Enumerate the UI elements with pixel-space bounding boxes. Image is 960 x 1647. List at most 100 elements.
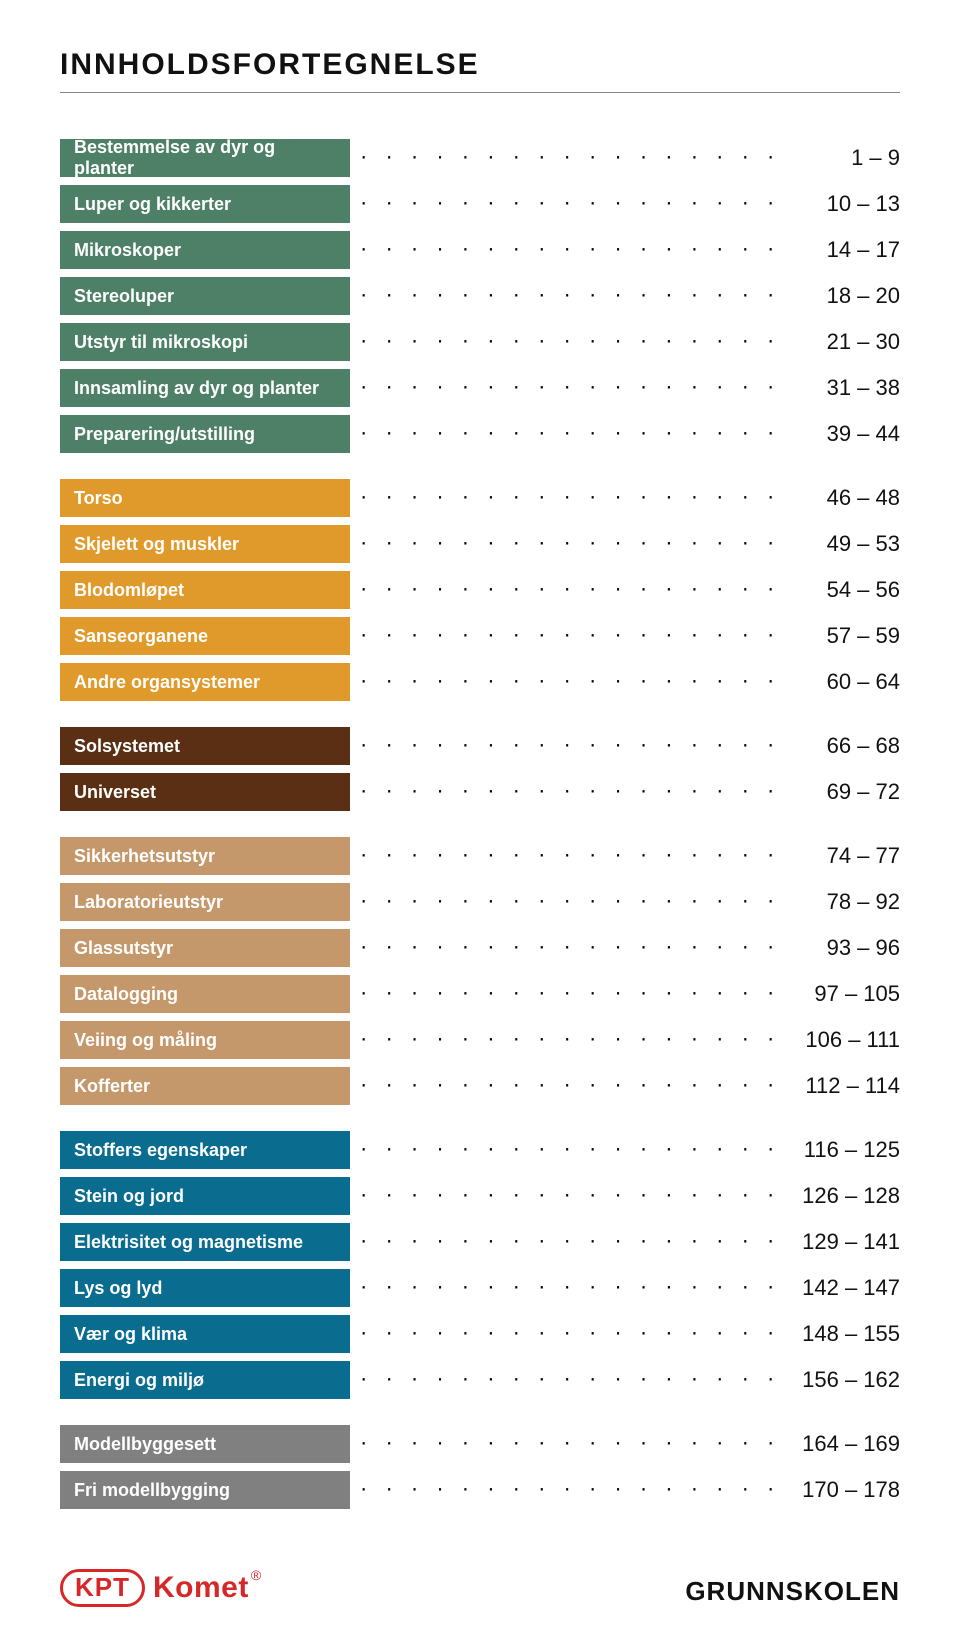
- toc-row: Sikkerhetsutstyr 74 – 77: [60, 837, 900, 875]
- leader-dots: [360, 1131, 780, 1169]
- leader-dots: [360, 277, 780, 315]
- group-gap: [60, 461, 900, 471]
- registered-icon: ®: [251, 1567, 261, 1583]
- toc-label: Bestemmelse av dyr og planter: [60, 139, 350, 177]
- toc-pages: 69 – 72: [790, 779, 900, 805]
- toc-label: Stein og jord: [60, 1177, 350, 1215]
- toc-label: Modellbyggesett: [60, 1425, 350, 1463]
- toc-pages: 93 – 96: [790, 935, 900, 961]
- toc-label: Sikkerhetsutstyr: [60, 837, 350, 875]
- toc-pages: 1 – 9: [790, 145, 900, 171]
- toc-row: Andre organsystemer 60 – 64: [60, 663, 900, 701]
- toc-list: Bestemmelse av dyr og planter 1 – 9 Luper …: [60, 139, 900, 1509]
- leader-dots: [360, 525, 780, 563]
- leader-dots: [360, 571, 780, 609]
- toc-pages: 142 – 147: [790, 1275, 900, 1301]
- toc-label: Mikroskoper: [60, 231, 350, 269]
- toc-pages: 97 – 105: [790, 981, 900, 1007]
- toc-pages: 106 – 111: [790, 1027, 900, 1053]
- toc-label: Skjelett og muskler: [60, 525, 350, 563]
- leader-dots: [360, 1021, 780, 1059]
- leader-dots: [360, 1269, 780, 1307]
- toc-row: Stoffers egenskaper116 – 125: [60, 1131, 900, 1169]
- toc-label: Datalogging: [60, 975, 350, 1013]
- leader-dots: [360, 1471, 780, 1509]
- toc-pages: 21 – 30: [790, 329, 900, 355]
- toc-row: Preparering/utstilling 39 – 44: [60, 415, 900, 453]
- toc-label: Solsystemet: [60, 727, 350, 765]
- logo: KPT Komet ®: [60, 1569, 261, 1607]
- toc-label: Andre organsystemer: [60, 663, 350, 701]
- leader-dots: [360, 883, 780, 921]
- toc-row: Innsamling av dyr og planter 31 – 38: [60, 369, 900, 407]
- leader-dots: [360, 727, 780, 765]
- group-gap: [60, 819, 900, 829]
- toc-pages: 10 – 13: [790, 191, 900, 217]
- toc-pages: 46 – 48: [790, 485, 900, 511]
- toc-row: Energi og miljø156 – 162: [60, 1361, 900, 1399]
- toc-label: Stoffers egenskaper: [60, 1131, 350, 1169]
- toc-pages: 39 – 44: [790, 421, 900, 447]
- toc-pages: 129 – 141: [790, 1229, 900, 1255]
- toc-row: Sanseorganene 57 – 59: [60, 617, 900, 655]
- toc-row: Veiing og måling 106 – 111: [60, 1021, 900, 1059]
- toc-label: Torso: [60, 479, 350, 517]
- toc-label: Preparering/utstilling: [60, 415, 350, 453]
- toc-label: Lys og lyd: [60, 1269, 350, 1307]
- leader-dots: [360, 929, 780, 967]
- toc-row: Utstyr til mikroskopi 21 – 30: [60, 323, 900, 361]
- toc-pages: 126 – 128: [790, 1183, 900, 1209]
- leader-dots: [360, 617, 780, 655]
- toc-pages: 31 – 38: [790, 375, 900, 401]
- toc-row: Elektrisitet og magnetisme 129 – 141: [60, 1223, 900, 1261]
- toc-row: Glassutstyr93 – 96: [60, 929, 900, 967]
- toc-row: Solsystemet66 – 68: [60, 727, 900, 765]
- toc-row: Stein og jord 126 – 128: [60, 1177, 900, 1215]
- toc-row: Mikroskoper 14 – 17: [60, 231, 900, 269]
- toc-pages: 14 – 17: [790, 237, 900, 263]
- toc-row: Fri modellbygging170 – 178: [60, 1471, 900, 1509]
- page: INNHOLDSFORTEGNELSE Bestemmelse av dyr o…: [0, 0, 960, 1647]
- toc-label: Vær og klima: [60, 1315, 350, 1353]
- toc-pages: 74 – 77: [790, 843, 900, 869]
- leader-dots: [360, 1177, 780, 1215]
- toc-label: Elektrisitet og magnetisme: [60, 1223, 350, 1261]
- footer-text: GRUNNSKOLEN: [685, 1576, 900, 1607]
- toc-row: Blodomløpet 54 – 56: [60, 571, 900, 609]
- group-gap: [60, 1113, 900, 1123]
- toc-label: Sanseorganene: [60, 617, 350, 655]
- leader-dots: [360, 139, 780, 177]
- logo-text-left: KPT: [75, 1572, 130, 1602]
- toc-label: Innsamling av dyr og planter: [60, 369, 350, 407]
- group-gap: [60, 709, 900, 719]
- toc-pages: 49 – 53: [790, 531, 900, 557]
- toc-row: Datalogging 97 – 105: [60, 975, 900, 1013]
- toc-row: Vær og klima148 – 155: [60, 1315, 900, 1353]
- toc-row: Kofferter112 – 114: [60, 1067, 900, 1105]
- toc-pages: 18 – 20: [790, 283, 900, 309]
- toc-label: Luper og kikkerter: [60, 185, 350, 223]
- toc-row: Universet 69 – 72: [60, 773, 900, 811]
- toc-pages: 170 – 178: [790, 1477, 900, 1503]
- toc-row: Skjelett og muskler 49 – 53: [60, 525, 900, 563]
- leader-dots: [360, 1315, 780, 1353]
- toc-pages: 60 – 64: [790, 669, 900, 695]
- toc-pages: 54 – 56: [790, 577, 900, 603]
- leader-dots: [360, 773, 780, 811]
- toc-label: Blodomløpet: [60, 571, 350, 609]
- toc-label: Laboratorieutstyr: [60, 883, 350, 921]
- leader-dots: [360, 1361, 780, 1399]
- leader-dots: [360, 975, 780, 1013]
- toc-label: Kofferter: [60, 1067, 350, 1105]
- leader-dots: [360, 231, 780, 269]
- toc-label: Utstyr til mikroskopi: [60, 323, 350, 361]
- leader-dots: [360, 185, 780, 223]
- toc-label: Universet: [60, 773, 350, 811]
- toc-label: Veiing og måling: [60, 1021, 350, 1059]
- page-title: INNHOLDSFORTEGNELSE: [60, 48, 900, 92]
- toc-row: Torso 46 – 48: [60, 479, 900, 517]
- leader-dots: [360, 1223, 780, 1261]
- group-gap: [60, 1407, 900, 1417]
- toc-pages: 57 – 59: [790, 623, 900, 649]
- toc-row: Lys og lyd 142 – 147: [60, 1269, 900, 1307]
